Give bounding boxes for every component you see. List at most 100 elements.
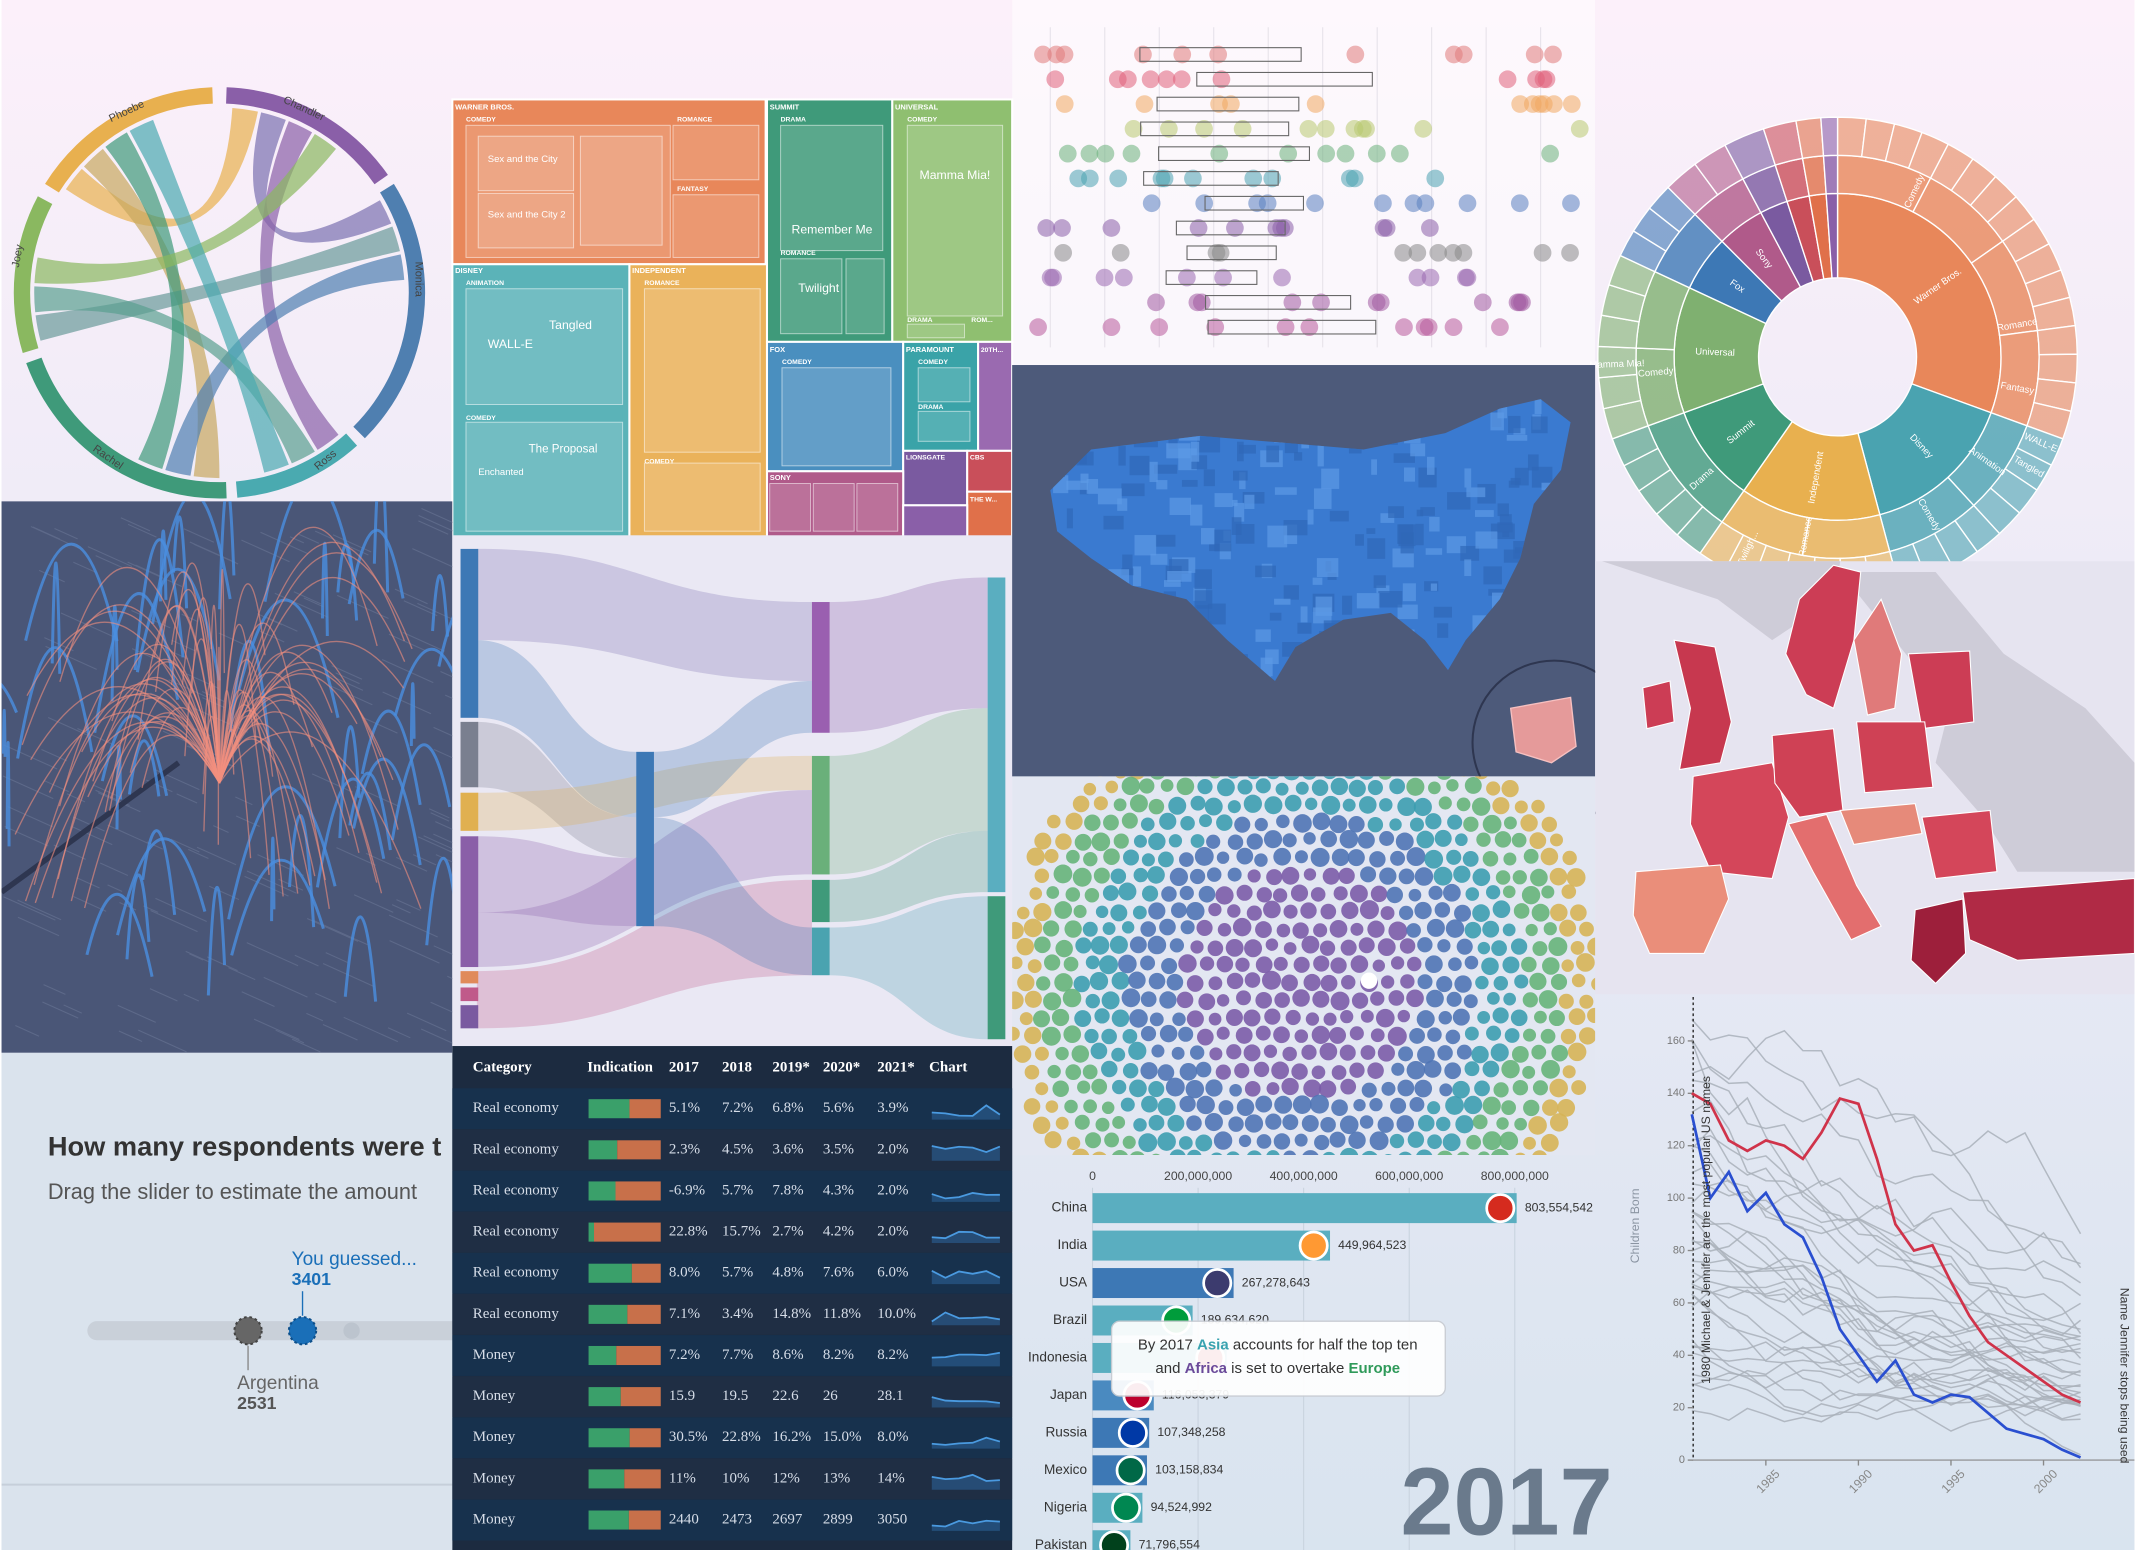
guess-label: You guessed... — [292, 1249, 417, 1270]
strip-dot — [1122, 144, 1141, 163]
county — [1121, 483, 1145, 497]
pack-circle — [1190, 834, 1205, 848]
pack-circle — [1340, 1078, 1357, 1095]
flow-arc — [51, 697, 221, 899]
strip-dot — [1119, 70, 1137, 89]
pack-circle — [1501, 1100, 1516, 1116]
pack-circle — [1294, 1133, 1308, 1147]
pack-circle — [1132, 905, 1147, 920]
pack-circle — [1034, 832, 1052, 850]
pack-circle — [1379, 867, 1397, 885]
strip-panel — [1012, 0, 1596, 366]
county — [1410, 443, 1426, 457]
pack-circle — [1416, 1010, 1435, 1029]
pack-circle — [1305, 1012, 1320, 1026]
sparkline — [931, 1230, 1000, 1240]
strip-dot — [1155, 169, 1174, 188]
cell: 7.2% — [722, 1100, 753, 1116]
pack-circle — [1169, 938, 1185, 953]
pack-circle — [1353, 1098, 1366, 1112]
pack-circle — [1093, 867, 1110, 884]
cell: 5.7% — [722, 1182, 753, 1198]
pack-circle — [1510, 1009, 1528, 1027]
pack-circle — [1085, 1132, 1102, 1149]
county — [1380, 513, 1395, 523]
flow-arc — [237, 598, 340, 719]
pack-circle — [1436, 1116, 1451, 1132]
pack-circle — [1292, 989, 1310, 1007]
pack-circle — [1532, 1080, 1548, 1096]
pack-circle — [1532, 941, 1548, 957]
pack-circle — [1197, 779, 1213, 795]
pack-circle — [1047, 814, 1061, 829]
indication-bad — [631, 1263, 661, 1283]
pack-circle — [1342, 798, 1356, 812]
indication-bad — [594, 1222, 661, 1242]
county — [1168, 431, 1178, 449]
pack-circle — [1094, 1008, 1110, 1024]
county — [1475, 510, 1494, 517]
street — [87, 546, 133, 567]
strip-dot — [1195, 119, 1213, 138]
slider-handle[interactable] — [287, 1316, 318, 1346]
sankey-node — [460, 1005, 479, 1029]
background-line — [1691, 1264, 2081, 1354]
pack-circle — [1041, 1026, 1061, 1046]
column-header: 2019* — [772, 1059, 809, 1075]
pack-circle — [1494, 831, 1512, 848]
cell: 4.5% — [722, 1141, 753, 1157]
strip-box — [1139, 47, 1302, 62]
flow-arc — [127, 739, 161, 797]
strip-dot — [1124, 119, 1143, 138]
inset-state — [1509, 696, 1577, 764]
chord-ribbon — [129, 119, 289, 473]
county — [1376, 585, 1390, 593]
strip-dot — [1561, 243, 1579, 262]
pack-circle — [1418, 1114, 1435, 1132]
bar — [1092, 1230, 1331, 1261]
strip-dot — [1069, 169, 1088, 188]
pack-circle — [1567, 1042, 1587, 1062]
pack-circle — [1425, 955, 1443, 974]
pack-circle — [1465, 887, 1480, 901]
pack-circle — [1281, 866, 1300, 885]
pack-circle — [1482, 814, 1502, 834]
pack-circle — [1206, 834, 1221, 849]
pack-circle — [1123, 849, 1140, 866]
annotation: 1980 Michael & Jennifer are the most pop… — [1699, 1076, 1713, 1384]
county — [1238, 444, 1256, 454]
pack-circle — [1179, 885, 1194, 901]
sankey — [452, 535, 1013, 1047]
pack-circle — [1121, 921, 1135, 934]
pack-circle — [1438, 796, 1452, 810]
pack-circle — [1266, 776, 1280, 780]
strip-dot — [1111, 243, 1130, 262]
street — [325, 952, 348, 963]
pack-circle — [1072, 1148, 1090, 1156]
pack-circle — [1558, 993, 1574, 1009]
sankey-panel — [452, 535, 1013, 1047]
county — [1181, 479, 1198, 487]
street — [170, 838, 200, 853]
cell: 4.2% — [823, 1224, 854, 1240]
pack-circle — [1121, 988, 1141, 1008]
pack-circle — [1464, 921, 1482, 939]
street — [391, 904, 411, 914]
pack-circle — [1359, 900, 1379, 920]
pack-circle — [1199, 814, 1213, 828]
pack-circle — [1255, 921, 1272, 938]
pack-circle — [1388, 921, 1408, 941]
pack-circle — [1190, 795, 1206, 811]
pack-circle — [1406, 847, 1426, 867]
pack-circle — [1372, 959, 1386, 972]
treemap-label: ANIMATION — [466, 280, 504, 287]
street — [293, 591, 322, 605]
county — [1194, 569, 1212, 590]
pack-circle — [1341, 975, 1356, 990]
pack-circle — [1157, 1097, 1176, 1116]
treemap-cell — [477, 135, 575, 192]
treemap-cell — [643, 462, 761, 532]
pack-circle — [1471, 1045, 1489, 1064]
annotation-part: and — [1155, 1360, 1180, 1377]
pack-circle — [1532, 1150, 1547, 1156]
